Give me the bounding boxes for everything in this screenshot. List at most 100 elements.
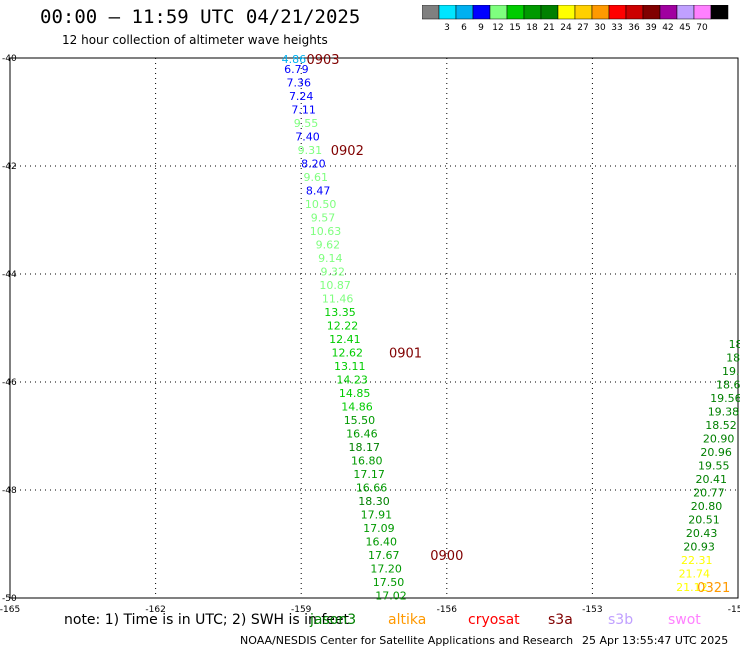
- wave-height-point: 11.46: [322, 292, 354, 305]
- wave-height-point: 9.14: [318, 252, 343, 265]
- wave-height-point: 18.17: [349, 441, 381, 454]
- wave-height-point: 9.61: [304, 171, 329, 184]
- wave-height-point: 7.11: [291, 103, 316, 116]
- wave-height-point: 17.09: [363, 522, 395, 535]
- chart-subtitle: 12 hour collection of altimeter wave hei…: [62, 33, 328, 47]
- legend-label: 36: [628, 23, 640, 33]
- satellite-label-s3a: s3a: [548, 612, 573, 628]
- x-tick-label: -165: [0, 605, 20, 615]
- wave-height-point: 17.50: [373, 576, 405, 589]
- wave-height-point: 17.91: [361, 508, 393, 521]
- wave-height-point: 13.11: [334, 360, 366, 373]
- wave-height-point: 7.24: [289, 90, 314, 103]
- wave-height-point: 20.80: [691, 500, 723, 513]
- wave-height-point: 8.47: [306, 184, 331, 197]
- legend-label: 24: [560, 23, 572, 33]
- wave-height-point: 20.93: [683, 541, 715, 554]
- legend-label: 30: [594, 23, 606, 33]
- wave-height-point: 17.02: [375, 589, 407, 602]
- wave-height-point: 18.6: [716, 379, 740, 392]
- wave-height-point: 19.38: [708, 406, 740, 419]
- wave-height-point: 19.: [722, 365, 740, 378]
- satellite-label-s3b: s3b: [608, 612, 634, 628]
- track-time-label: 0900: [430, 549, 463, 564]
- color-legend: 3 6 9 12 15 18 21 24 27 30 33 36 39 42 45 70: [422, 5, 729, 33]
- legend-label: 70: [696, 23, 708, 33]
- track-time-label: 0902: [331, 144, 364, 159]
- generated-timestamp: 25 Apr 13:55:47 UTC 2025: [582, 634, 729, 647]
- wave-height-point: 20.96: [700, 446, 732, 459]
- legend-label: 3: [444, 23, 450, 33]
- legend-label: 33: [611, 23, 622, 33]
- wave-height-point: 9.57: [311, 211, 336, 224]
- wave-height-point: 9.31: [298, 144, 323, 157]
- wave-height-point: 20.43: [686, 527, 718, 540]
- satellite-label-swot: swot: [668, 612, 701, 628]
- wave-height-point: 8.20: [301, 157, 326, 170]
- wave-height-point: 10.87: [319, 279, 351, 292]
- satellite-label-jason3: jason3: [310, 612, 357, 628]
- wave-height-point: 18: [729, 338, 740, 351]
- wave-height-point: 17.20: [370, 562, 402, 575]
- legend-label: 15: [509, 23, 520, 33]
- wave-height-point: 18: [726, 352, 740, 365]
- x-tick-label: -159: [291, 605, 312, 615]
- legend-label: 45: [679, 23, 690, 33]
- wave-height-point: 12.62: [332, 346, 364, 359]
- wave-height-point: 17.67: [368, 549, 400, 562]
- track-time-label: 0901: [389, 346, 422, 361]
- wave-height-point: 9.55: [294, 117, 319, 130]
- wave-height-point: 14.86: [341, 400, 373, 413]
- y-tick-label: -46: [2, 378, 17, 388]
- footer-note: note: 1) Time is in UTC; 2) SWH is in fe…: [64, 612, 350, 628]
- wave-height-point: 16.66: [356, 481, 388, 494]
- x-tick-label: -153: [582, 605, 602, 615]
- wave-height-point: 16.80: [351, 454, 383, 467]
- wave-height-point: 15.50: [344, 414, 376, 427]
- x-tick-label: -162: [145, 605, 165, 615]
- legend-swatch: [710, 5, 729, 20]
- wave-height-point: 9.62: [316, 238, 341, 251]
- wave-height-point: 19.56: [710, 392, 740, 405]
- wave-height-point: 4.86: [282, 53, 307, 66]
- x-tick-label: -156: [437, 605, 458, 615]
- wave-height-point: 20.51: [688, 514, 720, 527]
- satellite-label-cryosat: cryosat: [468, 612, 520, 628]
- legend-label: 42: [662, 23, 673, 33]
- plot-frame: [9, 57, 739, 599]
- wave-height-point: 12.41: [329, 333, 361, 346]
- credit-line: NOAA/NESDIS Center for Satellite Applica…: [240, 634, 574, 647]
- legend-label: 12: [492, 23, 503, 33]
- wave-height-point: 20.90: [703, 433, 735, 446]
- y-tick-label: -42: [2, 162, 17, 172]
- track-time-label: 0903: [306, 53, 339, 68]
- y-tick-label: -48: [2, 486, 17, 496]
- legend-label: 9: [478, 23, 484, 33]
- wave-height-point: 9.32: [320, 265, 345, 278]
- x-tick-label: -150: [728, 605, 740, 615]
- wave-height-point: 22.31: [681, 554, 713, 567]
- y-tick-label: -50: [2, 594, 17, 604]
- legend-label: 18: [526, 23, 538, 33]
- legend-label: 39: [645, 23, 657, 33]
- legend-label: 6: [461, 23, 467, 33]
- wave-height-point: 12.22: [327, 319, 359, 332]
- wave-height-point: 10.50: [305, 198, 337, 211]
- wave-height-point: 14.23: [336, 373, 368, 386]
- wave-height-point: 18.30: [358, 495, 390, 508]
- legend-label: 27: [577, 23, 588, 33]
- wave-height-point: 21.74: [679, 568, 711, 581]
- wave-height-point: 16.40: [366, 535, 398, 548]
- wave-height-point: 6.79: [284, 63, 309, 76]
- wave-height-point: 17.17: [353, 468, 385, 481]
- wave-height-point: 7.40: [295, 130, 320, 143]
- legend-label: 21: [543, 23, 554, 33]
- y-tick-label: -44: [2, 270, 17, 280]
- wave-height-point: 20.77: [693, 487, 725, 500]
- wave-height-point: 21.12: [676, 581, 708, 594]
- wave-height-point: 20.41: [696, 473, 728, 486]
- track-time-label: 0321: [697, 581, 730, 596]
- wave-height-point: 19.55: [698, 460, 730, 473]
- wave-height-point: 14.85: [339, 387, 371, 400]
